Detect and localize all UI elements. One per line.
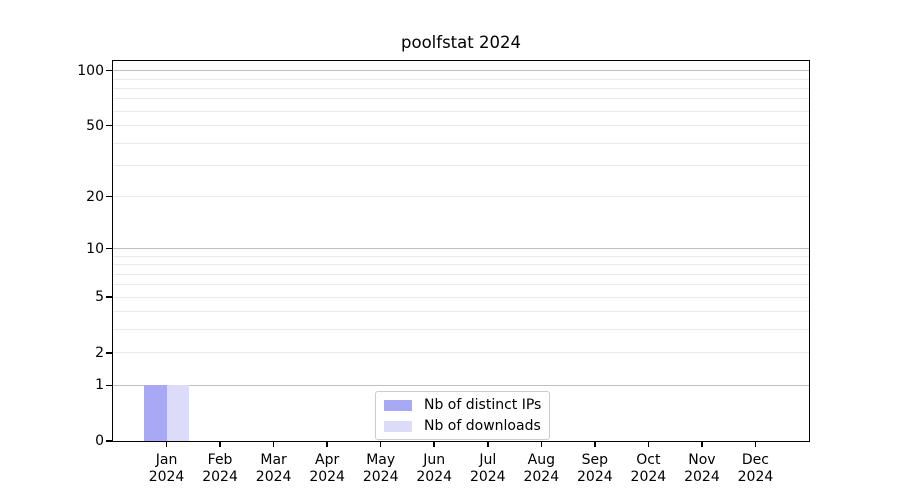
bar-nb-of-distinct-ips-jan [144, 385, 167, 441]
x-tick-label-month: Sep [581, 452, 609, 468]
x-tick-label-month: May [366, 452, 396, 468]
gridline-minor [113, 264, 809, 266]
gridline-minor [113, 98, 809, 100]
x-tick [647, 442, 650, 447]
x-tick-label-year: 2024 [148, 468, 185, 485]
bar-nb-of-downloads-jan [166, 385, 190, 441]
y-tick-label: 5 [95, 289, 104, 306]
x-tick [487, 442, 489, 447]
y-tick-label: 10 [86, 240, 104, 257]
gridline-minor [113, 352, 809, 354]
gridline-minor [113, 196, 809, 198]
gridline-minor [113, 329, 809, 331]
y-tick [106, 296, 112, 298]
x-tick-label-year: 2024 [630, 468, 667, 485]
x-tick-label-year: 2024 [416, 468, 453, 485]
x-tick-label-year: 2024 [684, 468, 720, 485]
x-tick-label: Jun 2024 [399, 452, 469, 485]
x-tick [326, 442, 328, 447]
x-tick-label-month: Oct [636, 452, 661, 468]
legend-swatch-downloads [384, 420, 412, 432]
x-tick-label-year: 2024 [577, 468, 613, 485]
x-tick [594, 442, 596, 447]
x-tick-label-year: 2024 [523, 468, 560, 485]
gridline-minor [113, 255, 809, 257]
y-tick-label: 100 [77, 62, 104, 79]
gridline-minor [113, 87, 809, 89]
y-tick [106, 69, 112, 72]
gridline-major [113, 248, 809, 250]
x-tick [701, 442, 703, 447]
legend-entry-downloads: Nb of downloads [384, 417, 541, 435]
y-tick-label: 20 [86, 188, 104, 205]
x-tick [540, 442, 543, 447]
legend-swatch-distinct-ips [384, 399, 412, 411]
gridline-minor [113, 311, 809, 313]
x-tick-label-month: Nov [688, 452, 716, 468]
x-tick [379, 442, 382, 447]
x-tick [165, 442, 168, 447]
x-tick-label-year: 2024 [737, 468, 774, 485]
gridline-minor [113, 125, 809, 127]
x-tick-label-year: 2024 [255, 468, 292, 485]
x-tick-label-month: Aug [527, 452, 555, 468]
x-tick-label-year: 2024 [202, 468, 238, 485]
x-tick-label: Oct 2024 [613, 452, 683, 485]
x-tick-label-month: Dec [741, 452, 769, 468]
x-tick-label-year: 2024 [309, 468, 345, 485]
chart-title: poolfstat 2024 [401, 33, 521, 52]
y-tick-label: 0 [95, 433, 104, 449]
x-tick [219, 442, 221, 447]
legend: Nb of distinct IPs Nb of downloads [375, 391, 551, 440]
y-tick-label: 1 [95, 377, 104, 394]
y-tick-label: 50 [86, 117, 104, 134]
x-tick [433, 442, 435, 447]
plot-area: Nb of distinct IPs Nb of downloads [112, 60, 810, 442]
x-tick-label: Aug 2024 [506, 452, 576, 485]
x-tick-label-month: Apr [315, 452, 340, 468]
x-tick-label-year: 2024 [362, 468, 399, 485]
x-tick [754, 442, 757, 447]
gridline-major [113, 70, 809, 72]
y-tick-label: 2 [95, 344, 104, 361]
gridline-minor [113, 110, 809, 112]
x-tick-label: Dec 2024 [720, 452, 790, 485]
x-tick-label-month: Feb [207, 452, 233, 468]
gridline-major [113, 384, 809, 386]
gridline-minor [113, 142, 809, 144]
x-tick-label-year: 2024 [469, 468, 506, 485]
x-tick-label: Nov 2024 [667, 452, 737, 485]
x-tick-label: Jan 2024 [132, 452, 202, 485]
x-tick-label-month: Jul [479, 452, 497, 468]
gridline-minor [113, 296, 809, 298]
x-tick-label: May 2024 [346, 452, 416, 485]
legend-entry-distinct-ips: Nb of distinct IPs [384, 396, 541, 414]
legend-label-distinct-ips: Nb of distinct IPs [424, 397, 542, 413]
x-tick-label: Mar 2024 [239, 452, 309, 485]
legend-label-downloads: Nb of downloads [424, 418, 541, 434]
y-tick [106, 124, 112, 127]
x-tick-label: Sep 2024 [560, 452, 630, 485]
x-tick-label: Apr 2024 [292, 452, 362, 485]
x-tick [272, 442, 275, 447]
y-tick [106, 352, 112, 354]
gridline-minor [113, 164, 809, 166]
x-tick-label-month: Jun [423, 452, 446, 468]
x-tick-label: Feb 2024 [185, 452, 255, 485]
x-tick-label: Jul 2024 [453, 452, 523, 485]
x-tick-label-month: Mar [260, 452, 287, 468]
y-tick [106, 195, 112, 198]
gridline-minor [113, 284, 809, 286]
y-tick [106, 384, 112, 387]
y-tick [106, 247, 112, 250]
gridline-minor [113, 273, 809, 275]
y-tick [106, 440, 112, 442]
gridline-minor [113, 78, 809, 80]
x-tick-label-month: Jan [155, 452, 178, 468]
